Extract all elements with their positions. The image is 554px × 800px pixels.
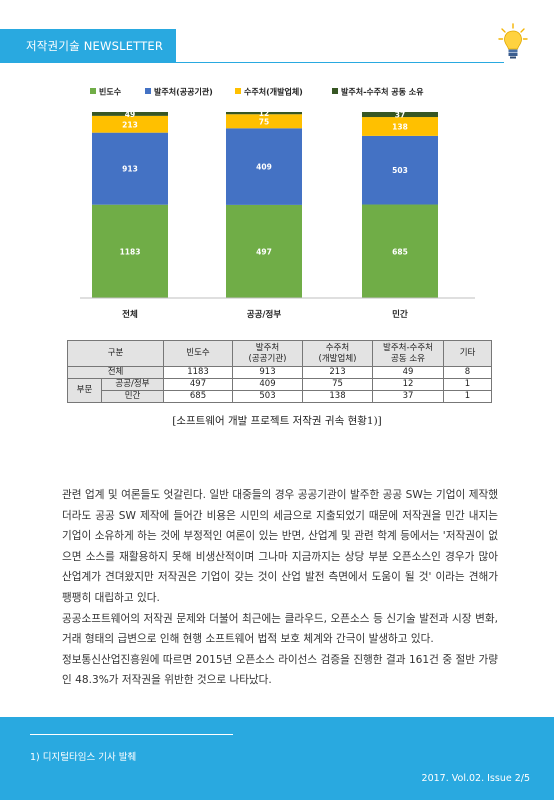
table-row-private: 민간 685 503 138 37 1: [68, 390, 493, 403]
ownership-stacked-bar-chart: 빈도수 발주처(공공기관) 수주처(개발업체) 발주처-수주처 공동 소유 1183 9…: [80, 87, 475, 320]
table-cell: 1183: [163, 366, 234, 379]
bar-segment: [226, 112, 302, 115]
figure-caption: [소프트웨어 개발 프로젝트 저작권 귀속 현황1)]: [172, 415, 382, 427]
footnote: 1) 디지털타임스 기사 발췌: [30, 752, 137, 763]
table-cell: 913: [232, 366, 304, 379]
bar-segment: [226, 114, 302, 129]
bar-segment: [362, 204, 438, 298]
table-header-row: 구분 빈도수 발주처 (공공기관) 수주처 (개발업체) 발주처-수주처 공동 …: [66, 340, 493, 367]
group-label: 부문: [67, 378, 102, 403]
bar-segment: [226, 128, 302, 205]
page-footer: 1) 디지털타임스 기사 발췌 2017. Vol.02. Issue 2/5: [0, 717, 554, 800]
paragraph: 정보통신산업진흥원에 따르면 2015년 오픈소스 라이선스 검증을 진행한 결…: [62, 653, 498, 687]
x-axis-labels: 전체 공공/정부 민간: [122, 309, 408, 320]
table-cell: 37: [372, 390, 445, 403]
bar-segment: [92, 132, 168, 205]
bar-value-label: 685: [392, 247, 408, 256]
bar-value-label: 409: [256, 163, 272, 172]
bar-value-label: 497: [256, 247, 272, 256]
ownership-table: 구분 빈도수 발주처 (공공기관) 수주처 (개발업체) 발주처-수주처 공동 …: [66, 340, 493, 403]
row-label: 전체: [66, 366, 165, 379]
issue-number: 2017. Vol.02. Issue 2/5: [421, 773, 530, 784]
table-cell: 409: [232, 378, 304, 391]
legend-label: 발주처-수주처 공동 소유: [341, 87, 424, 97]
table-cell: 497: [163, 378, 234, 391]
bar-segment: [92, 115, 168, 133]
legend-swatch: [145, 88, 151, 94]
table-cell: 213: [302, 366, 374, 379]
header-frequency: 빈도수: [163, 340, 234, 367]
legend-swatch: [332, 88, 338, 94]
bar-segment: [362, 135, 438, 205]
bar-value-label: 213: [122, 120, 138, 129]
bar-value-label: 75: [259, 117, 269, 126]
header-other: 기타: [443, 340, 493, 367]
header-category: 구분: [66, 340, 165, 367]
paragraph: 공공소프트웨어의 저작권 문제와 더불어 최근에는 클라우드, 오픈소스 등 신…: [62, 612, 498, 646]
bar-value-label: 503: [392, 166, 408, 175]
x-tick-label: 공공/정부: [247, 309, 282, 320]
ownership-table-wrap: 구분 빈도수 발주처 (공공기관) 수주처 (개발업체) 발주처-수주처 공동 …: [66, 340, 493, 403]
bar-segment: [362, 112, 438, 118]
bar-value-label: 138: [392, 122, 408, 131]
bar-value-label: 913: [122, 165, 138, 174]
x-tick-label: 민간: [392, 309, 408, 320]
table-cell: 8: [443, 366, 493, 379]
newsletter-title: 저작권기술 NEWSLETTER: [0, 29, 176, 63]
bar-segment: [92, 112, 168, 116]
article-body: 관련 업계 및 여론들도 엇갈린다. 일반 대중들의 경우 공공기관이 발주한 …: [62, 485, 498, 691]
legend-label: 수주처(개발업체): [244, 87, 303, 97]
header-client: 발주처 (공공기관): [232, 340, 304, 367]
bar-value-label: 12: [259, 109, 269, 118]
header-divider: [176, 62, 504, 63]
legend-swatch: [235, 88, 241, 94]
bar-segment: [226, 204, 302, 298]
table-cell: 1: [443, 378, 493, 391]
x-tick-label: 전체: [122, 309, 138, 320]
table-cell: 75: [302, 378, 374, 391]
table-row-public: 부문 공공/정부 497 409 75 12 1: [67, 378, 493, 403]
row-label: 공공/정부: [100, 378, 165, 391]
legend-label: 빈도수: [99, 87, 122, 97]
header-contractor: 수주처 (개발업체): [302, 340, 374, 367]
table-cell: 12: [372, 378, 445, 391]
legend-swatch: [90, 88, 96, 94]
chart-legend: 빈도수 발주처(공공기관) 수주처(개발업체) 발주처-수주처 공동 소유: [90, 87, 424, 97]
table-cell: 503: [232, 390, 304, 403]
bar-value-label: 37: [395, 111, 405, 120]
table-cell: 685: [163, 390, 234, 403]
legend-label: 발주처(공공기관): [154, 87, 213, 97]
paragraph: 관련 업계 및 여론들도 엇갈린다. 일반 대중들의 경우 공공기관이 발주한 …: [62, 489, 498, 604]
bar-value-label: 1183: [120, 247, 141, 256]
row-label: 민간: [100, 390, 165, 403]
bar-segment: [92, 204, 168, 298]
footnote-divider: [30, 734, 233, 735]
lightbulb-icon: [498, 23, 528, 59]
table-row-total: 전체 1183 913 213 49 8: [66, 366, 493, 379]
header-joint: 발주처-수주처 공동 소유: [372, 340, 445, 367]
table-cell: 1: [443, 390, 493, 403]
table-cell: 49: [372, 366, 445, 379]
table-cell: 138: [302, 390, 374, 403]
bar-value-label: 49: [125, 110, 135, 119]
bar-segment: [362, 117, 438, 136]
